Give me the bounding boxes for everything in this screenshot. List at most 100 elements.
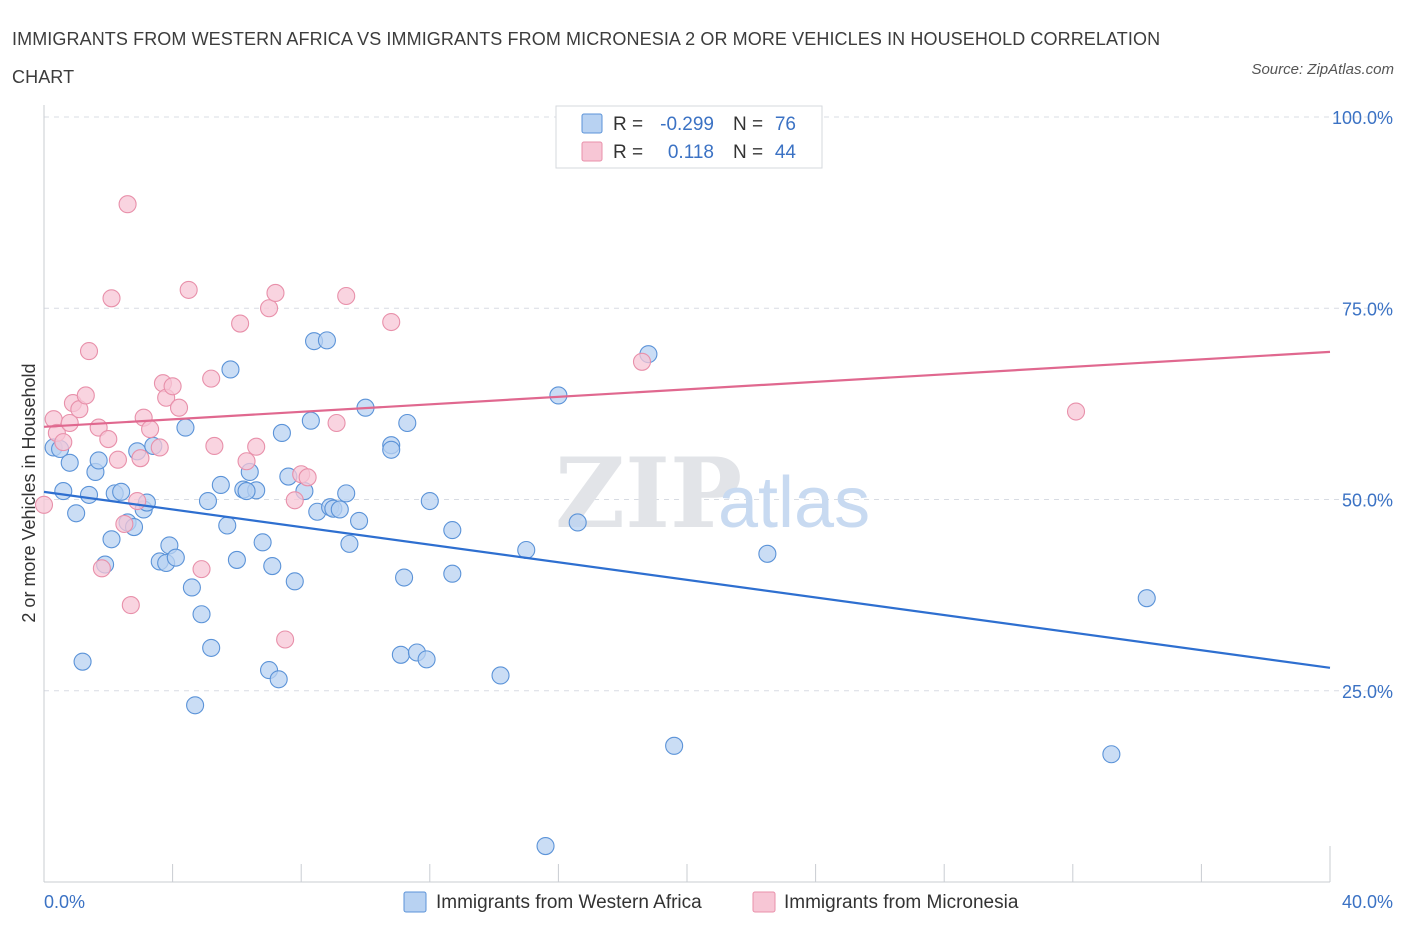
point-pink <box>60 413 79 433</box>
point-blue <box>60 453 79 472</box>
legend-r-value-pink: 0.118 <box>668 142 714 163</box>
point-blue <box>350 511 369 530</box>
point-pink <box>150 438 169 457</box>
point-blue <box>398 413 417 433</box>
point-pink <box>327 413 346 433</box>
point-blue <box>417 650 436 669</box>
series-legend: Immigrants from Western Africa Immigrant… <box>403 891 1019 913</box>
point-blue <box>112 482 131 501</box>
legend-r-label-blue: R = <box>613 114 643 135</box>
legend-r-value-blue: -0.299 <box>660 114 714 135</box>
x-tick-label-min: 0.0% <box>44 892 85 912</box>
legend-swatch-pink <box>581 141 603 162</box>
correlation-legend: R = -0.299 N = 76 R = 0.118 N = 44 <box>555 105 823 169</box>
point-blue <box>491 666 510 685</box>
point-blue <box>340 534 359 553</box>
point-blue <box>237 482 256 501</box>
point-pink <box>115 514 134 534</box>
point-blue <box>443 521 462 540</box>
point-blue <box>202 638 221 657</box>
grid-lines <box>44 116 1393 692</box>
legend-n-label-blue: N = <box>733 114 763 135</box>
point-blue <box>198 491 218 511</box>
point-pink <box>382 312 401 332</box>
point-blue <box>89 451 108 470</box>
point-blue <box>443 564 462 583</box>
y-tick-label: 75.0% <box>1342 299 1393 319</box>
y-tick-labels: 100.0% 75.0% 50.0% 25.0% <box>1332 108 1393 702</box>
source-credit: Source: ZipAtlas.com <box>1251 61 1394 78</box>
point-pink <box>632 352 652 371</box>
point-pink <box>276 630 295 649</box>
point-pink <box>169 398 189 417</box>
y-axis-title: 2 or more Vehicles in Household <box>19 363 39 622</box>
point-pink <box>298 468 317 487</box>
point-blue <box>218 516 237 535</box>
series-legend-label-blue: Immigrants from Western Africa <box>436 892 702 913</box>
point-blue <box>227 550 246 569</box>
point-blue <box>263 557 282 576</box>
y-tick-label: 100.0% <box>1332 108 1393 128</box>
x-tick-label-max: 40.0% <box>1342 892 1393 912</box>
point-blue <box>665 736 684 755</box>
series-legend-label-pink: Immigrants from Micronesia <box>784 892 1019 913</box>
point-blue <box>186 696 205 715</box>
data-points <box>34 195 1156 856</box>
point-blue <box>536 836 555 856</box>
chart-title: IMMIGRANTS FROM WESTERN AFRICA VS IMMIGR… <box>12 29 1161 87</box>
point-blue <box>182 578 201 597</box>
point-pink <box>285 491 304 510</box>
point-blue <box>317 331 336 350</box>
point-blue <box>192 605 211 624</box>
legend-n-label-pink: N = <box>733 142 763 163</box>
point-pink <box>121 596 140 615</box>
point-blue <box>1137 589 1156 608</box>
point-pink <box>205 436 224 456</box>
point-pink <box>247 437 266 456</box>
point-pink <box>118 195 137 214</box>
watermark-atlas: atlas <box>718 463 870 543</box>
trend-lines <box>43 350 1331 669</box>
point-blue <box>391 645 410 664</box>
legend-swatch-blue <box>581 113 603 134</box>
point-blue <box>67 504 86 523</box>
point-blue <box>285 572 304 591</box>
point-blue <box>272 423 291 442</box>
point-blue <box>330 500 349 519</box>
point-pink <box>237 452 256 471</box>
point-blue <box>382 440 401 459</box>
series-legend-swatch-pink <box>752 891 776 913</box>
point-pink <box>128 491 147 511</box>
point-pink <box>266 283 285 303</box>
point-pink <box>337 286 356 306</box>
point-blue <box>395 568 414 587</box>
point-pink <box>102 289 121 308</box>
point-pink <box>141 420 160 439</box>
point-blue <box>102 530 121 549</box>
point-blue <box>337 484 356 503</box>
point-pink <box>76 386 95 405</box>
point-pink <box>231 314 250 333</box>
point-blue <box>211 475 230 495</box>
point-pink <box>131 449 150 468</box>
point-pink <box>54 433 73 452</box>
point-pink <box>79 342 99 361</box>
point-blue <box>1102 745 1121 764</box>
legend-r-label-pink: R = <box>613 142 643 163</box>
trend-line-blue <box>43 490 1331 669</box>
point-blue <box>221 360 240 379</box>
legend-n-value-blue: 76 <box>775 114 796 135</box>
legend-n-value-pink: 44 <box>775 142 797 163</box>
watermark: ZIP atlas <box>555 437 870 550</box>
point-blue <box>54 482 73 501</box>
point-pink <box>259 299 279 318</box>
point-blue <box>301 411 320 430</box>
series-legend-swatch-blue <box>403 891 427 913</box>
point-blue <box>269 670 288 689</box>
point-blue <box>568 513 587 532</box>
axes <box>43 105 1331 883</box>
point-pink <box>1066 402 1086 421</box>
point-pink <box>163 377 182 396</box>
point-blue <box>73 652 92 671</box>
